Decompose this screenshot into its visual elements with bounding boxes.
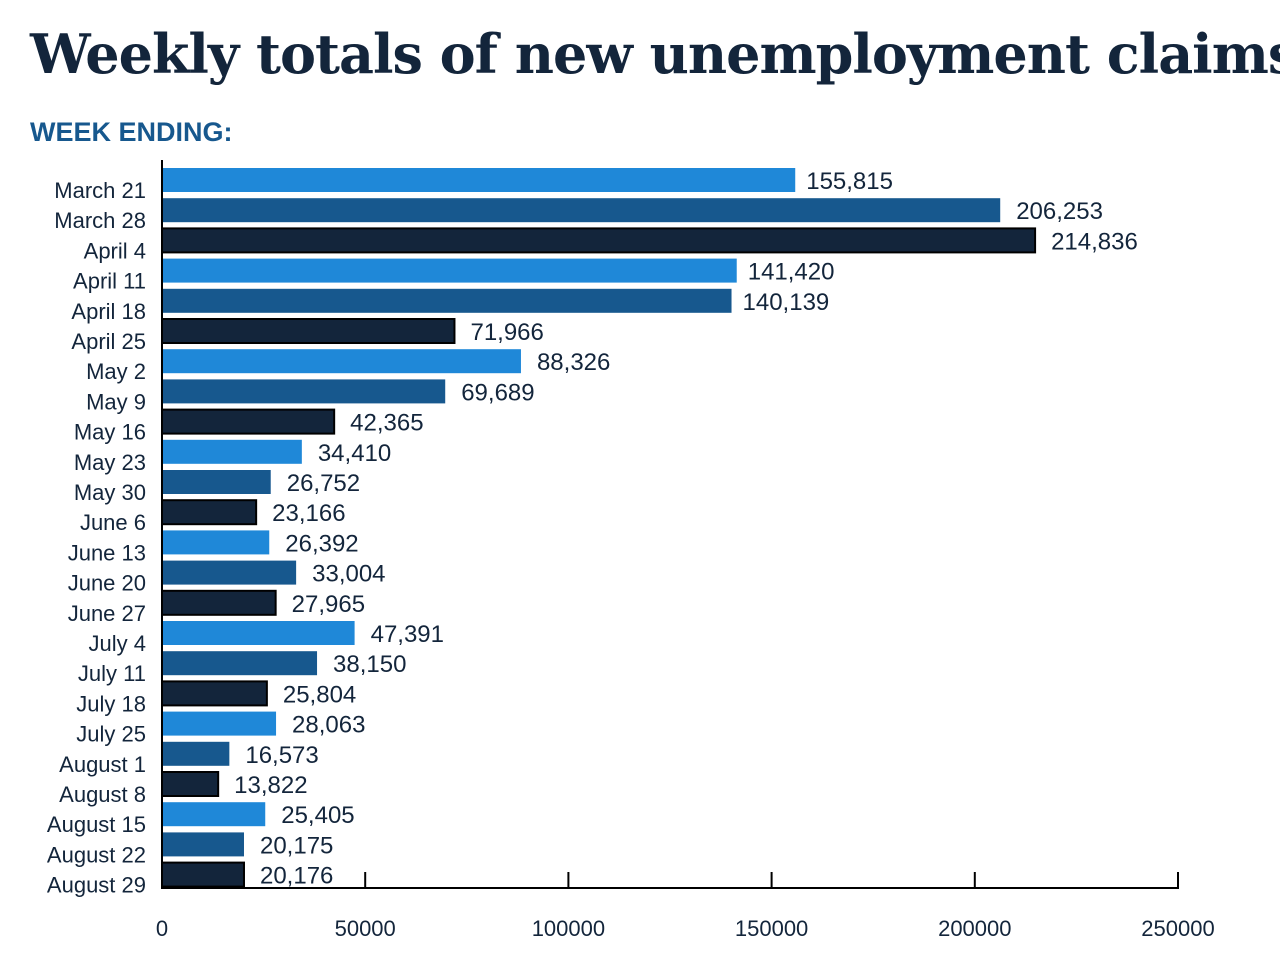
data-label: 34,410 [318,440,391,467]
chart-title: Weekly totals of new unemployment claims [30,22,1280,86]
data-label: 71,966 [470,319,543,346]
bar [162,258,737,283]
data-label: 206,253 [1016,198,1103,225]
bar [162,530,270,555]
data-label: 214,836 [1051,228,1138,255]
data-label: 88,326 [537,349,610,376]
category-label: March 28 [54,208,146,233]
bar [162,832,244,857]
category-label: May 2 [86,359,146,384]
data-label: 27,965 [292,591,365,618]
bar [161,499,258,526]
category-label: May 30 [74,480,146,505]
category-label: June 13 [68,540,146,565]
category-label: August 29 [47,873,146,898]
category-label: May 9 [86,389,146,414]
bar [162,741,230,766]
data-label: 23,166 [272,500,345,527]
category-label: June 6 [80,510,146,535]
data-label: 141,420 [748,259,835,286]
bar [161,861,245,888]
x-tick-label: 250000 [1141,916,1214,941]
category-label: July 11 [78,661,146,686]
bar [162,651,318,676]
category-label: August 1 [59,752,146,777]
data-label: 38,150 [333,651,406,678]
bar [162,802,266,827]
bar [161,680,268,707]
bar [161,318,456,344]
category-label: May 23 [74,450,146,475]
category-label: July 4 [89,631,146,656]
bar [162,439,302,464]
bar [162,470,271,494]
category-label: May 16 [74,420,146,445]
category-label: July 25 [76,722,146,747]
category-label: August 15 [47,812,146,837]
bar [161,227,1037,254]
bar [162,560,297,585]
x-tick-label: 150000 [735,916,808,941]
category-label: April 11 [73,269,146,294]
data-label: 16,573 [245,742,318,769]
bar [161,589,277,616]
data-label: 25,405 [281,802,354,829]
category-label: April 25 [71,329,146,354]
data-label: 140,139 [743,289,830,316]
data-label: 25,804 [283,681,356,708]
x-tick-label: 50000 [335,916,396,941]
category-label: June 27 [68,601,146,626]
bar [162,288,732,313]
data-label: 42,365 [350,410,423,437]
x-tick-label: 0 [156,916,168,941]
data-label: 20,175 [260,832,333,859]
data-label: 20,176 [260,863,333,890]
data-label: 155,815 [806,168,893,195]
data-label: 47,391 [371,621,444,648]
bar [162,168,796,192]
category-label: August 8 [59,782,146,807]
bar [162,621,355,645]
chart-subtitle: WEEK ENDING: [30,117,233,147]
category-label: April 4 [84,238,146,263]
category-label: March 21 [54,178,146,203]
bar [162,349,521,374]
bar [162,198,1001,223]
x-tick-label: 100000 [532,916,605,941]
bar [161,771,220,797]
data-label: 28,063 [292,712,365,739]
category-label: July 18 [76,691,146,716]
data-label: 26,752 [287,470,360,497]
data-label: 69,689 [461,379,534,406]
category-label: June 20 [68,571,146,596]
data-label: 13,822 [234,772,307,799]
bar [162,379,446,404]
data-label: 33,004 [312,561,385,588]
category-label: April 18 [71,299,146,324]
category-label: August 22 [47,842,146,867]
bar [161,408,336,435]
x-tick-label: 200000 [938,916,1011,941]
bar [162,711,277,736]
data-label: 26,392 [285,530,358,557]
